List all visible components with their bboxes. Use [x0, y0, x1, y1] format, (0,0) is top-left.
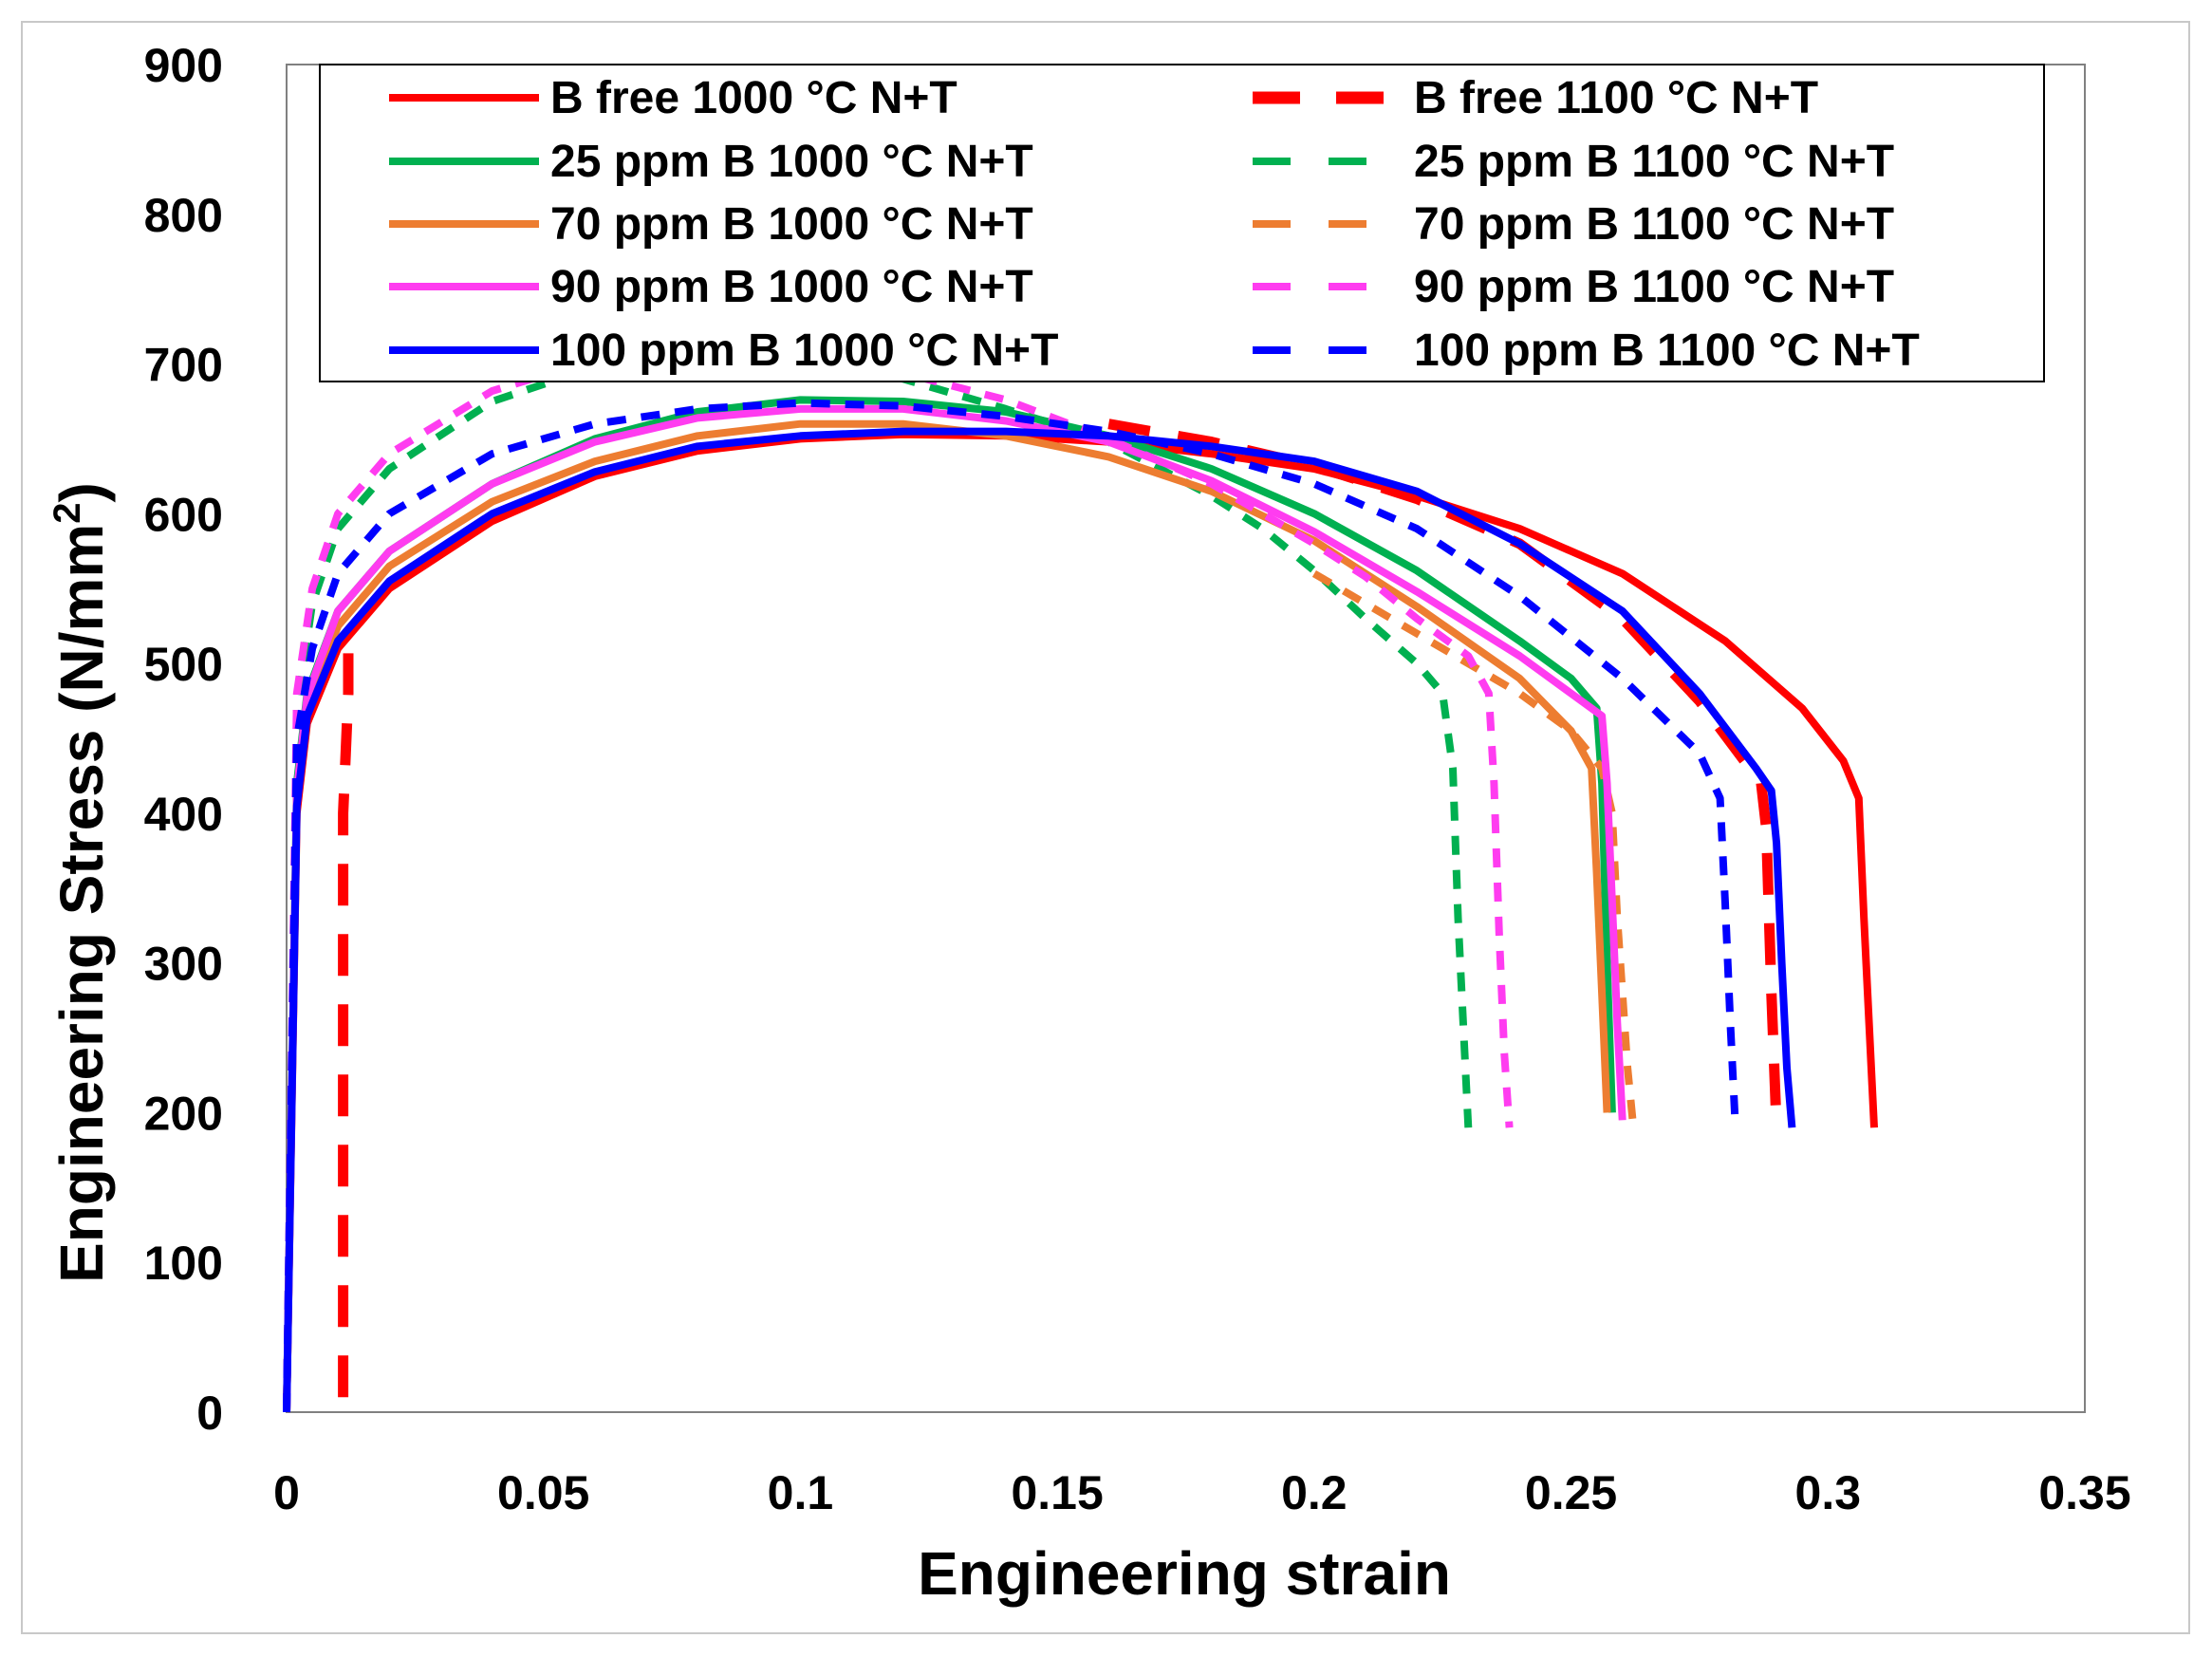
x-tick-label: 0.05 [497, 1466, 589, 1519]
series-line [283, 419, 1611, 1413]
y-axis-label-superscript: 2 [46, 502, 88, 523]
x-tick-label: 0.15 [1011, 1466, 1103, 1519]
series-line [1107, 419, 1782, 1128]
series-line [1311, 569, 1637, 1121]
series-line [283, 404, 1626, 1413]
y-tick-label: 100 [144, 1237, 223, 1290]
series-line [338, 633, 354, 1398]
legend-label: 25 ppm B 1000 °C N+T [550, 137, 1033, 187]
series-line [283, 344, 1514, 1413]
y-axis-label-close: ) [47, 482, 116, 502]
legend-label: 100 ppm B 1100 °C N+T [1414, 326, 1920, 376]
y-tick-label: 400 [144, 788, 223, 841]
y-tick-label: 800 [144, 189, 223, 242]
y-tick-label: 700 [144, 339, 223, 392]
y-tick-label: 900 [144, 39, 223, 92]
legend-label: 70 ppm B 1000 °C N+T [550, 199, 1033, 250]
legend-label: B free 1100 °C N+T [1414, 73, 1818, 123]
y-axis-label-main: Engineering Stress (N/mm [47, 524, 116, 1283]
x-tick-label: 0.3 [1795, 1466, 1862, 1519]
series-line [283, 352, 1473, 1413]
y-axis-ticks: 0 100 200 300 400 500 600 700 800 900 [144, 39, 223, 1440]
y-axis-label: Engineering Stress (N/mm2) [46, 482, 116, 1283]
legend-items: B free 1000 °C N+T 25 ppm B 1000 °C N+T 70… [389, 73, 1920, 376]
data-curves [283, 344, 1878, 1413]
legend-box [319, 64, 2045, 382]
x-tick-label: 0 [273, 1466, 300, 1519]
legend-label: B free 1000 °C N+T [550, 73, 957, 123]
y-tick-label: 0 [196, 1387, 223, 1440]
y-tick-label: 500 [144, 638, 223, 691]
series-line [283, 430, 1878, 1413]
series-line [283, 427, 1796, 1413]
series-line [283, 396, 1616, 1413]
y-tick-label: 200 [144, 1087, 223, 1140]
x-axis-ticks: 0 0.05 0.1 0.15 0.2 0.25 0.3 0.35 [273, 1466, 2131, 1519]
legend-label: 90 ppm B 1000 °C N+T [550, 262, 1033, 312]
x-tick-label: 0.1 [768, 1466, 834, 1519]
x-tick-label: 0.2 [1281, 1466, 1348, 1519]
legend-label: 100 ppm B 1000 °C N+T [550, 326, 1058, 376]
y-tick-label: 300 [144, 938, 223, 991]
legend-label: 25 ppm B 1100 °C N+T [1414, 137, 1894, 187]
legend-label: 90 ppm B 1100 °C N+T [1414, 262, 1894, 312]
series-line [283, 399, 1739, 1413]
x-tick-label: 0.25 [1525, 1466, 1617, 1519]
x-tick-label: 0.35 [2038, 1466, 2130, 1519]
x-axis-label: Engineering strain [918, 1539, 1451, 1608]
y-tick-label: 600 [144, 488, 223, 541]
legend: B free 1000 °C N+T 25 ppm B 1000 °C N+T 70… [319, 64, 2045, 382]
legend-label: 70 ppm B 1100 °C N+T [1414, 199, 1894, 250]
